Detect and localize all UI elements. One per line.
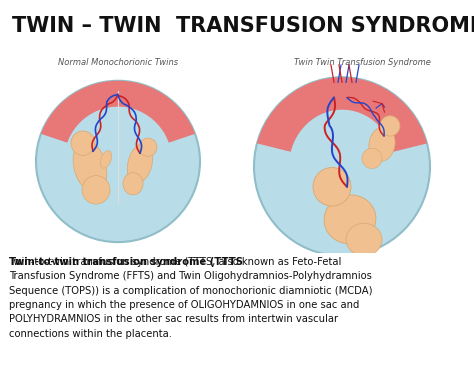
Ellipse shape bbox=[313, 168, 351, 206]
Text: Normal Monochorionic Twins: Normal Monochorionic Twins bbox=[58, 58, 178, 67]
Ellipse shape bbox=[82, 176, 110, 204]
Ellipse shape bbox=[73, 141, 107, 192]
Ellipse shape bbox=[139, 138, 157, 156]
Text: TWIN – TWIN  TRANSFUSION SYNDROME: TWIN – TWIN TRANSFUSION SYNDROME bbox=[12, 16, 474, 36]
Ellipse shape bbox=[71, 131, 95, 155]
Ellipse shape bbox=[324, 195, 376, 244]
Polygon shape bbox=[41, 81, 195, 143]
Ellipse shape bbox=[346, 223, 382, 256]
Text: Twin-to-twin transfusion syndrome (TTTS, also known as Feto-Fetal
Transfusion Sy: Twin-to-twin transfusion syndrome (TTTS,… bbox=[9, 257, 373, 339]
Ellipse shape bbox=[254, 77, 430, 256]
Text: Twin-to-twin transfusion syndrome (TTTS: Twin-to-twin transfusion syndrome (TTTS bbox=[9, 257, 244, 267]
Ellipse shape bbox=[36, 81, 200, 242]
Ellipse shape bbox=[362, 148, 382, 169]
Polygon shape bbox=[257, 77, 427, 152]
Ellipse shape bbox=[369, 127, 395, 161]
Text: Twin Twin Transfusion Syndrome: Twin Twin Transfusion Syndrome bbox=[293, 58, 430, 67]
Ellipse shape bbox=[100, 151, 111, 168]
Ellipse shape bbox=[123, 173, 143, 195]
Ellipse shape bbox=[380, 116, 400, 136]
Ellipse shape bbox=[128, 144, 153, 183]
